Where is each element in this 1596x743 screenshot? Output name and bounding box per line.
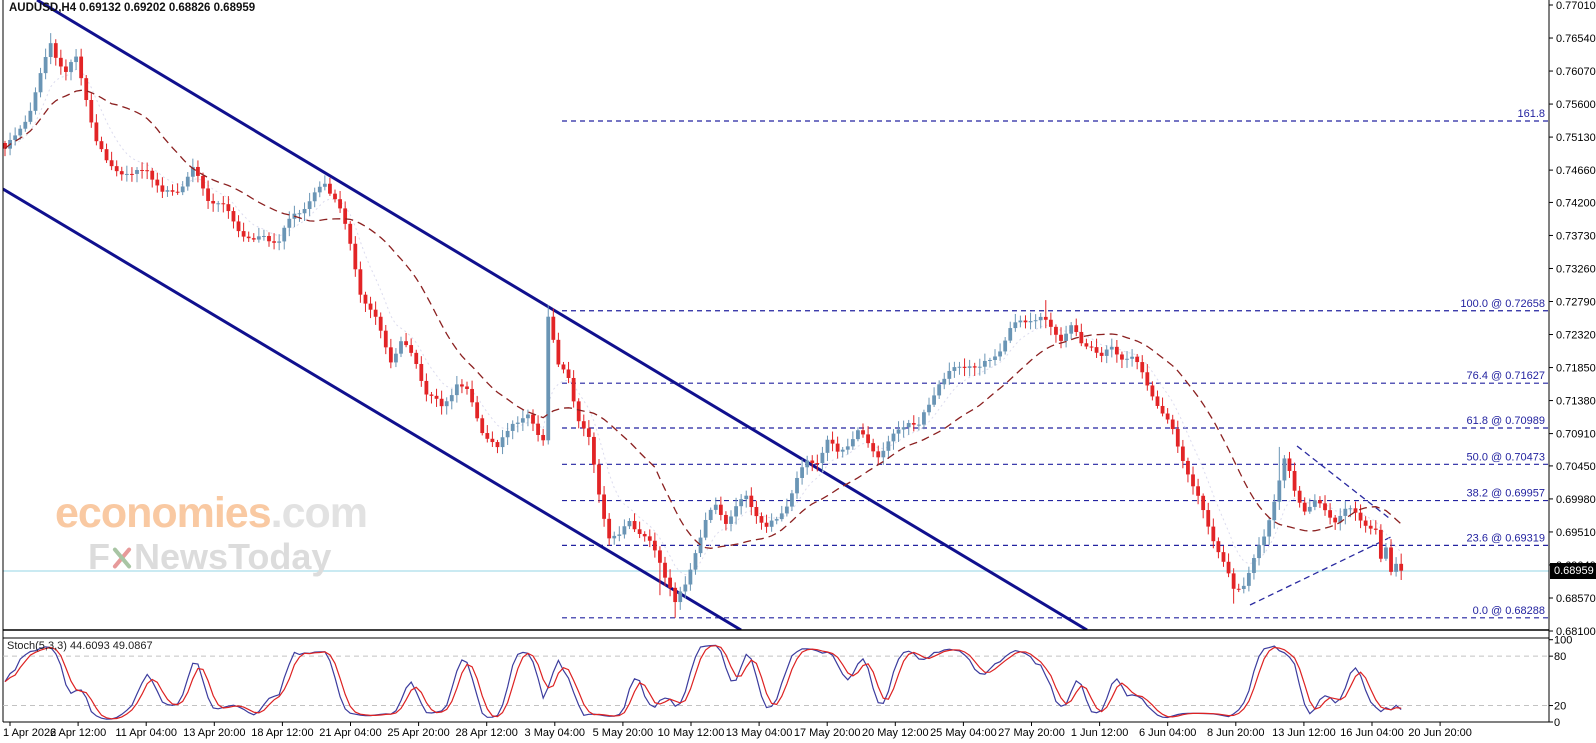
svg-text:1 Jun 12:00: 1 Jun 12:00 bbox=[1071, 727, 1129, 739]
svg-text:100.0 @ 0.72658: 100.0 @ 0.72658 bbox=[1460, 298, 1545, 310]
svg-text:61.8 @ 0.70989: 61.8 @ 0.70989 bbox=[1467, 415, 1545, 427]
svg-text:76.4 @ 0.71627: 76.4 @ 0.71627 bbox=[1467, 370, 1545, 382]
svg-text:23.6 @ 0.69319: 23.6 @ 0.69319 bbox=[1467, 532, 1545, 544]
fx-cross-icon bbox=[110, 543, 134, 571]
watermark: economies.com F NewsToday bbox=[55, 489, 368, 575]
svg-text:16 Jun 04:00: 16 Jun 04:00 bbox=[1340, 727, 1404, 739]
svg-text:0.74660: 0.74660 bbox=[1556, 165, 1596, 177]
svg-text:6 Apr 12:00: 6 Apr 12:00 bbox=[50, 727, 106, 739]
svg-text:13 Apr 20:00: 13 Apr 20:00 bbox=[183, 727, 245, 739]
svg-text:10 May 12:00: 10 May 12:00 bbox=[658, 727, 725, 739]
stochastic-pane[interactable] bbox=[3, 644, 1549, 720]
svg-text:11 Apr 04:00: 11 Apr 04:00 bbox=[115, 727, 177, 739]
svg-text:0.73260: 0.73260 bbox=[1556, 263, 1596, 275]
svg-text:0.70910: 0.70910 bbox=[1556, 429, 1596, 441]
svg-text:0.68100: 0.68100 bbox=[1556, 626, 1596, 638]
svg-text:3 May 04:00: 3 May 04:00 bbox=[525, 727, 586, 739]
svg-text:0.71380: 0.71380 bbox=[1556, 396, 1596, 408]
svg-text:17 May 20:00: 17 May 20:00 bbox=[794, 727, 861, 739]
svg-text:13 Jun 12:00: 13 Jun 12:00 bbox=[1272, 727, 1336, 739]
svg-text:0: 0 bbox=[1554, 717, 1560, 729]
svg-text:20 Jun 20:00: 20 Jun 20:00 bbox=[1408, 727, 1472, 739]
svg-text:25 Apr 20:00: 25 Apr 20:00 bbox=[387, 727, 449, 739]
svg-text:0.69980: 0.69980 bbox=[1556, 494, 1596, 506]
watermark-tagline: F NewsToday bbox=[88, 539, 367, 575]
svg-text:20: 20 bbox=[1554, 701, 1566, 713]
svg-text:0.68570: 0.68570 bbox=[1556, 593, 1596, 605]
svg-text:161.8: 161.8 bbox=[1517, 108, 1545, 120]
svg-text:1 Apr 2022: 1 Apr 2022 bbox=[3, 727, 56, 739]
svg-text:0.71850: 0.71850 bbox=[1556, 363, 1596, 375]
svg-text:100: 100 bbox=[1554, 635, 1572, 647]
svg-text:0.70450: 0.70450 bbox=[1556, 461, 1596, 473]
stochastic-axis: 100 80 20 0 bbox=[1549, 635, 1572, 729]
svg-text:0.0 @ 0.68288: 0.0 @ 0.68288 bbox=[1473, 605, 1545, 617]
svg-text:50.0 @ 0.70473: 50.0 @ 0.70473 bbox=[1467, 451, 1545, 463]
svg-text:20 May 12:00: 20 May 12:00 bbox=[862, 727, 929, 739]
svg-text:0.73730: 0.73730 bbox=[1556, 230, 1596, 242]
svg-text:21 Apr 04:00: 21 Apr 04:00 bbox=[319, 727, 381, 739]
svg-text:0.69510: 0.69510 bbox=[1556, 527, 1596, 539]
svg-text:0.74200: 0.74200 bbox=[1556, 197, 1596, 209]
svg-text:0.72790: 0.72790 bbox=[1556, 296, 1596, 308]
svg-text:0.75130: 0.75130 bbox=[1556, 132, 1596, 144]
svg-text:0.72320: 0.72320 bbox=[1556, 330, 1596, 342]
svg-text:0.77010: 0.77010 bbox=[1556, 0, 1596, 12]
current-price-badge: 0.68959 bbox=[1550, 563, 1596, 579]
svg-text:13 May 04:00: 13 May 04:00 bbox=[726, 727, 793, 739]
svg-text:80: 80 bbox=[1554, 651, 1566, 663]
svg-text:6 Jun 04:00: 6 Jun 04:00 bbox=[1139, 727, 1197, 739]
svg-text:18 Apr 12:00: 18 Apr 12:00 bbox=[251, 727, 313, 739]
watermark-brand-text: economies bbox=[55, 489, 272, 537]
svg-text:27 May 20:00: 27 May 20:00 bbox=[998, 727, 1065, 739]
watermark-brand-row: economies.com bbox=[55, 489, 368, 537]
watermark-tagline-rest: NewsToday bbox=[134, 536, 332, 577]
svg-text:0.76540: 0.76540 bbox=[1556, 33, 1596, 45]
chart-frame bbox=[2, 0, 1550, 723]
svg-text:8 Jun 20:00: 8 Jun 20:00 bbox=[1207, 727, 1265, 739]
watermark-tagline-f: F bbox=[88, 536, 110, 577]
chart-title-ohlc: AUDUSD,H4 0.69132 0.69202 0.68826 0.6895… bbox=[9, 2, 256, 14]
svg-text:0.76070: 0.76070 bbox=[1556, 66, 1596, 78]
svg-text:5 May 20:00: 5 May 20:00 bbox=[593, 727, 654, 739]
svg-text:25 May 04:00: 25 May 04:00 bbox=[930, 727, 997, 739]
svg-text:38.2 @ 0.69957: 38.2 @ 0.69957 bbox=[1467, 488, 1545, 500]
svg-text:28 Apr 12:00: 28 Apr 12:00 bbox=[456, 727, 518, 739]
stochastic-indicator-label: Stoch(5,3,3) 44.6093 49.0867 bbox=[7, 640, 153, 652]
watermark-domain-text: .com bbox=[270, 489, 368, 537]
price-axis[interactable]: 0.77010 0.76540 0.76070 0.75600 0.75130 0.746… bbox=[1549, 0, 1596, 638]
svg-text:0.75600: 0.75600 bbox=[1556, 99, 1596, 111]
main-price-pane[interactable]: 161.8 100.0 @ 0.72658 76.4 @ 0.71627 61.8 @… bbox=[3, 0, 1549, 630]
